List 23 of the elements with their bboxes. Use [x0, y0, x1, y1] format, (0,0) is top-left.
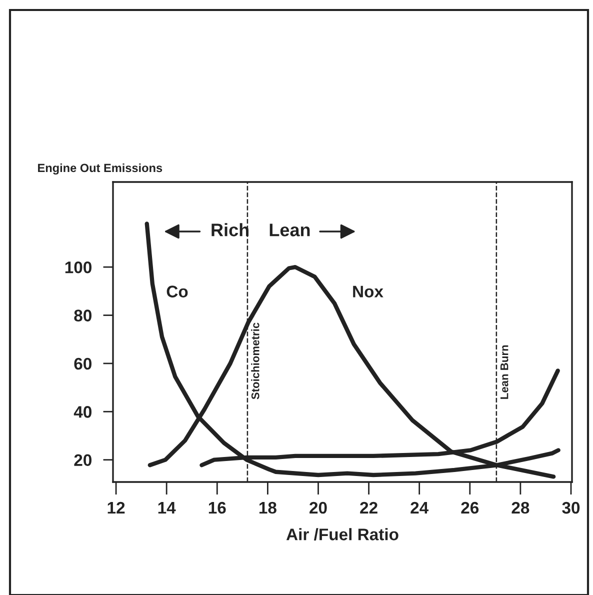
x-tick-label: 18 — [259, 502, 276, 514]
x-tick-label: 14 — [158, 502, 176, 514]
ref-line-label: Stoichiometric — [251, 322, 260, 400]
y-tick-label: 40 — [74, 406, 92, 418]
x-tick-label: 26 — [461, 502, 479, 514]
y-tick-label: 60 — [74, 358, 92, 370]
x-axis-title: Air /Fuel Ratio — [286, 528, 398, 541]
x-tick-label: 30 — [562, 502, 580, 514]
ref-line-label: Lean Burn — [500, 345, 508, 399]
x-tick-label: 24 — [410, 502, 429, 514]
annotation: Nox — [353, 286, 384, 298]
annotation: Lean — [270, 224, 310, 236]
annotation: Co — [166, 286, 188, 298]
y-tick-label: 20 — [74, 454, 92, 466]
x-tick-label: 22 — [360, 502, 378, 514]
x-tick-label: 28 — [512, 502, 530, 514]
annotation: Rich — [212, 223, 248, 236]
y-tick-label: 100 — [65, 261, 92, 274]
x-tick-label: 12 — [108, 502, 125, 514]
y-axis-title: Engine Out Emissions — [38, 163, 162, 174]
x-tick-label: 16 — [208, 502, 226, 514]
x-tick-label: 20 — [310, 502, 327, 514]
y-tick-label: 80 — [74, 310, 92, 322]
